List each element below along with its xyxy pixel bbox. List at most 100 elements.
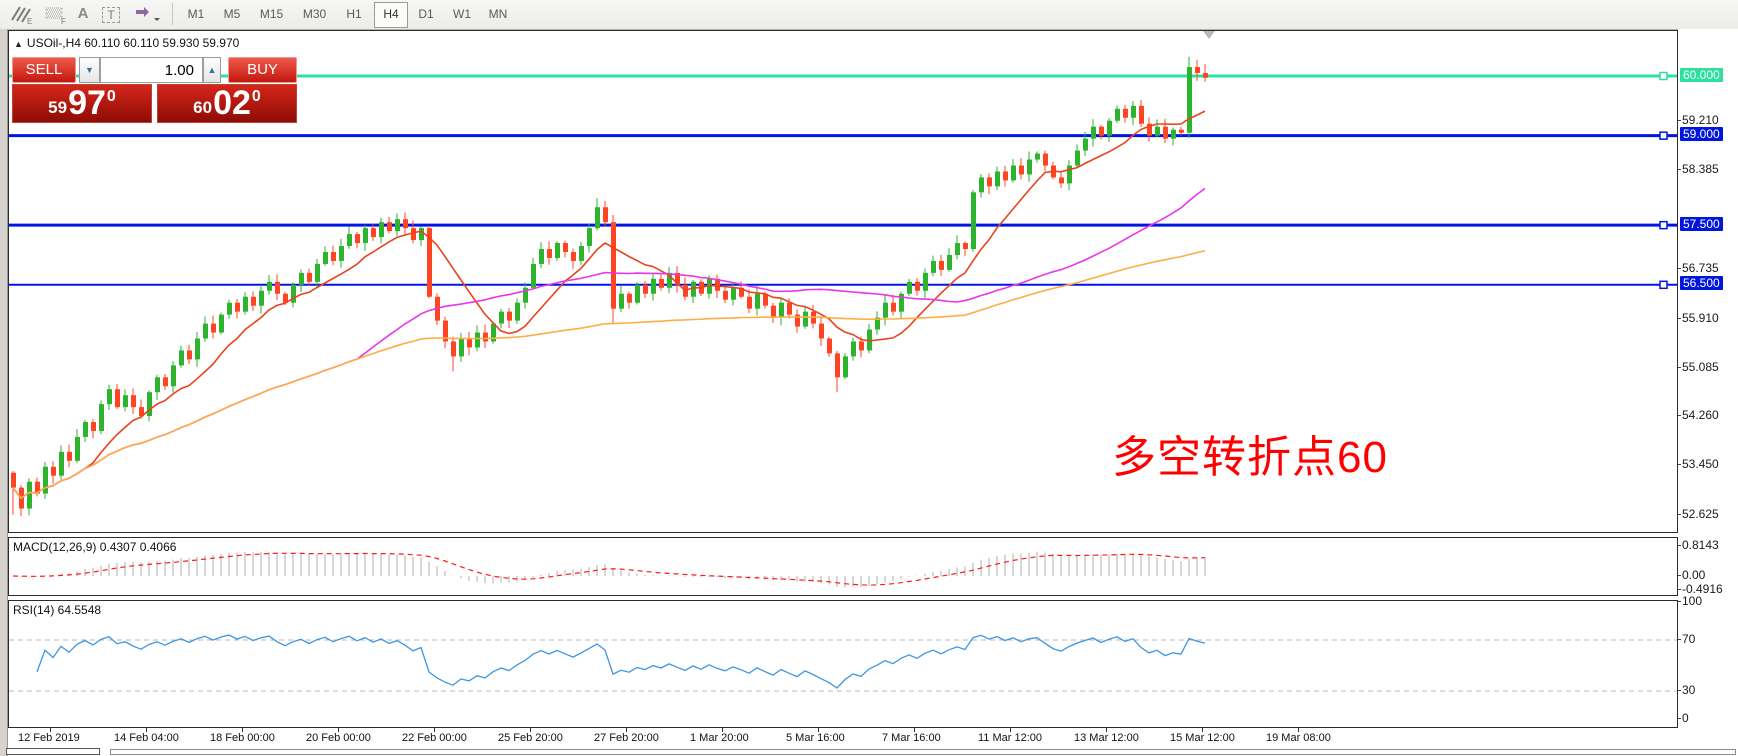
price-axis-label: -0.4916 [1682,582,1723,596]
price-axis-label: 0.8143 [1682,538,1719,552]
buy-price-cents: 02 [213,84,251,122]
time-axis-label: 12 Feb 2019 [18,732,80,744]
axis-tick [338,728,339,732]
volume-decrease-button[interactable]: ▼ [79,57,100,83]
time-axis-label: 22 Feb 00:00 [402,732,467,744]
templates-grid-icon[interactable]: F [42,2,68,26]
axis-tick [1678,268,1681,269]
axis-tick [1678,575,1681,576]
axis-tick [1678,718,1681,719]
time-axis-label: 19 Mar 08:00 [1266,732,1331,744]
svg-text:E: E [27,17,32,26]
axis-tick [1298,728,1299,732]
axis-tick [1678,169,1681,170]
time-axis-label: 25 Feb 20:00 [498,732,563,744]
axis-tick [1202,728,1203,732]
timeframe-button-W1[interactable]: W1 [453,7,471,21]
price-axis-label: 30 [1682,683,1696,697]
macd-label: MACD(12,26,9) 0.4307 0.4066 [13,540,177,554]
price-axis-label: 58.385 [1682,162,1719,176]
axis-tick [1678,514,1681,515]
time-axis-label: 7 Mar 16:00 [882,732,941,744]
time-axis: 12 Feb 2019 14 Feb 04:00 18 Feb 00:00 20 Fe… [8,728,1678,748]
price-axis-label: 54.260 [1682,408,1719,422]
sell-price[interactable]: 59 97 0 [12,84,152,123]
time-axis-label: 15 Mar 12:00 [1170,732,1235,744]
chart-annotation-text: 多空转折点60 [1112,433,1388,482]
axis-tick [1678,690,1681,691]
axis-tick [1106,728,1107,732]
timeframe-button-D1[interactable]: D1 [418,7,434,21]
sell-button[interactable]: SELL [12,57,76,83]
volume-input[interactable] [100,57,203,83]
axis-tick [722,728,723,732]
time-axis-label: 14 Feb 04:00 [114,732,179,744]
axis-tick [530,728,531,732]
axis-tick [1678,639,1681,640]
axis-tick [1678,601,1681,602]
axis-tick [1678,367,1681,368]
toolbar: E F A T M1 M5 M15 M30 H1 H4 D1 W1 MN [0,0,1738,30]
indicators-icon[interactable]: E [8,2,34,26]
text-label-icon[interactable]: A [77,5,89,22]
svg-text:F: F [61,17,66,26]
price-axis-label: 59.000 [1680,127,1723,141]
price-axis-label: 53.450 [1682,457,1719,471]
axis-tick [1678,464,1681,465]
time-axis-label: 18 Feb 00:00 [210,732,275,744]
sell-price-cents: 97 [68,84,106,122]
volume-increase-button[interactable]: ▲ [203,57,221,83]
buy-button[interactable]: BUY [228,57,297,83]
macd-chart [12,551,1206,588]
axis-tick [1010,728,1011,732]
macd-panel [8,537,1678,596]
time-axis-label: 11 Mar 12:00 [978,732,1043,744]
timeframe-button-MN[interactable]: MN [488,7,508,21]
axis-tick [1678,318,1681,319]
axis-tick [1678,589,1681,590]
axis-tick [1678,545,1681,546]
axis-tick [626,728,627,732]
price-axis: 60.000 59.210 59.000 58.385 57.500 56.735 56.5… [1678,29,1738,748]
axis-tick [1678,120,1681,121]
timeframe-button-H1[interactable]: H1 [346,7,362,21]
sell-price-whole: 59 [48,97,68,117]
axis-tick [242,728,243,732]
price-axis-label: 57.500 [1680,217,1723,231]
horizontal-scrollbar-track[interactable] [110,749,1736,755]
rsi-label: RSI(14) 64.5548 [13,603,102,617]
time-axis-label: 20 Feb 00:00 [306,732,371,744]
timeframe-button-M5[interactable]: M5 [223,7,241,21]
price-axis-label: 55.910 [1682,311,1719,325]
symbol-header: ▲ USOil-,H4 60.110 60.110 59.930 59.970 [14,36,240,50]
axis-tick [146,728,147,732]
timeframe-button-M30[interactable]: M30 [302,7,327,21]
timeframe-button-M15[interactable]: M15 [259,7,284,21]
price-axis-label: 59.210 [1682,113,1719,127]
toolbar-separator [172,3,173,25]
left-margin-strip [0,29,8,756]
price-axis-label: 70 [1682,632,1696,646]
arrows-dropdown-icon[interactable] [130,2,164,26]
price-axis-label: 0.00 [1682,568,1706,582]
axis-tick [50,728,51,732]
axis-tick [1678,415,1681,416]
time-axis-label: 1 Mar 20:00 [690,732,749,744]
price-axis-label: 0 [1682,711,1689,725]
time-axis-label: 5 Mar 16:00 [786,732,845,744]
timeframe-button-M1[interactable]: M1 [187,7,205,21]
collapse-triangle-icon[interactable]: ▲ [14,39,23,49]
buy-price[interactable]: 60 02 0 [157,84,297,123]
timeframe-button-H4[interactable]: H4 [374,2,408,28]
axis-tick [914,728,915,732]
rsi-panel [8,600,1678,728]
buy-price-whole: 60 [193,97,213,117]
text-box-icon[interactable]: T [98,2,124,26]
horizontal-scrollbar-thumb[interactable] [6,748,100,755]
price-axis-label: 60.000 [1680,68,1723,82]
axis-tick [434,728,435,732]
sell-price-pip: 0 [106,87,116,105]
rsi-chart [9,634,1677,692]
chart-shift-marker[interactable] [1203,31,1215,39]
